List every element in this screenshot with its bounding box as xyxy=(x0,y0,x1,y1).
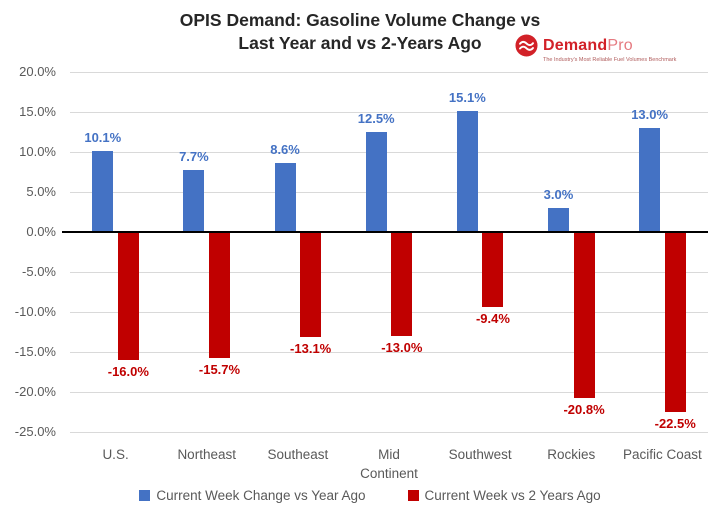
y-tick-label--20: -20.0% xyxy=(14,384,56,399)
value-label-blue-3: 12.5% xyxy=(357,111,395,126)
category-label-4: Southwest xyxy=(448,447,512,462)
value-label-blue-1: 7.7% xyxy=(179,149,209,165)
logo-brand-bold: Demand xyxy=(543,36,608,54)
chart-title-line2: Last Year and vs 2-Years Ago xyxy=(238,33,482,53)
y-tick-label-10: 10.0% xyxy=(19,144,56,159)
legend-label-2-years-ago: Current Week vs 2 Years Ago xyxy=(424,488,601,503)
gridline--15 xyxy=(70,351,708,353)
chart-title: OPIS Demand: Gasoline Volume Change vs L… xyxy=(0,9,720,55)
bar-red-1 xyxy=(209,232,230,358)
value-label-red-6: -22.5% xyxy=(654,416,696,431)
plot-area: 10.1% -16.0% U.S. 7.7% -15.7% Northeast 8.6% -1… xyxy=(62,71,708,481)
y-tick-label-0: 0.0% xyxy=(26,224,56,239)
value-label-red-2: -13.1% xyxy=(290,340,332,356)
legend-item-2-years-ago: Current Week vs 2 Years Ago xyxy=(407,488,601,503)
y-tick-label-15: 15.0% xyxy=(19,104,56,119)
y-axis: 20.0% 15.0% 10.0% 5.0% 0.0% -5.0% -10.0% -15.0%… xyxy=(0,64,62,439)
waves-circle-icon xyxy=(515,34,538,57)
gridline--5 xyxy=(70,271,708,273)
value-label-red-3: -13.0% xyxy=(381,340,423,355)
gridline--10 xyxy=(70,311,708,313)
value-label-blue-4: 15.1% xyxy=(448,90,486,106)
logo-tagline: The Industry's Most Reliable Fuel Volume… xyxy=(543,57,677,63)
category-label-2: Southeast xyxy=(267,447,329,462)
bar-red-2 xyxy=(300,232,322,337)
legend-label-year-ago: Current Week Change vs Year Ago xyxy=(156,488,366,503)
y-tick-label--5: -5.0% xyxy=(22,264,56,279)
category-label-6: Pacific Coast xyxy=(623,447,702,462)
value-label-blue-2: 8.6% xyxy=(270,142,300,158)
gridline--25 xyxy=(70,431,708,433)
y-tick-label--25: -25.0% xyxy=(14,424,56,439)
chart-title-line1: OPIS Demand: Gasoline Volume Change vs xyxy=(179,10,541,30)
legend-item-year-ago: Current Week Change vs Year Ago xyxy=(139,488,366,503)
bar-red-3 xyxy=(391,232,413,336)
gridline-15 xyxy=(70,111,708,113)
logo-wordmark: DemandPro xyxy=(543,37,633,55)
category-label-3: Mid Continent xyxy=(360,447,418,481)
bar-blue-3 xyxy=(365,132,387,232)
bar-blue-1 xyxy=(183,170,205,232)
bar-blue-6 xyxy=(639,128,661,232)
bar-red-5 xyxy=(573,232,595,399)
bar-blue-4 xyxy=(456,111,478,232)
bar-blue-5 xyxy=(547,208,569,232)
bar-red-4 xyxy=(482,232,504,308)
bar-blue-0 xyxy=(92,151,114,232)
y-tick-label--10: -10.0% xyxy=(14,304,56,319)
logo-brand-light: Pro xyxy=(607,36,633,54)
legend-swatch-red xyxy=(407,490,419,501)
gridline-20 xyxy=(70,71,708,73)
y-tick-label-5: 5.0% xyxy=(26,184,56,199)
category-label-1: Northeast xyxy=(177,447,236,462)
gridline-10 xyxy=(70,151,708,153)
value-label-red-5: -20.8% xyxy=(563,402,605,418)
category-label-0: U.S. xyxy=(102,447,129,462)
y-tick-label--15: -15.0% xyxy=(14,344,56,359)
legend: Current Week Change vs Year Ago Current … xyxy=(20,488,720,503)
demandpro-logo: DemandPro The Industry's Most Reliable F… xyxy=(515,34,715,63)
gridline-5 xyxy=(70,191,708,193)
bar-red-0 xyxy=(117,232,139,360)
y-tick-label-20: 20.0% xyxy=(19,64,56,79)
bar-blue-2 xyxy=(274,163,296,232)
value-label-blue-0: 10.1% xyxy=(84,130,122,146)
value-label-blue-5: 3.0% xyxy=(543,187,574,202)
bar-red-6 xyxy=(664,232,686,412)
value-label-red-0: -16.0% xyxy=(107,364,149,379)
category-label-5: Rockies xyxy=(547,447,596,462)
zero-axis-line xyxy=(62,231,708,233)
value-label-blue-6: 13.0% xyxy=(631,107,669,122)
value-label-red-1: -15.7% xyxy=(198,361,241,377)
legend-swatch-blue xyxy=(139,490,151,501)
gridline--20 xyxy=(70,391,708,393)
value-label-red-4: -9.4% xyxy=(475,311,510,327)
